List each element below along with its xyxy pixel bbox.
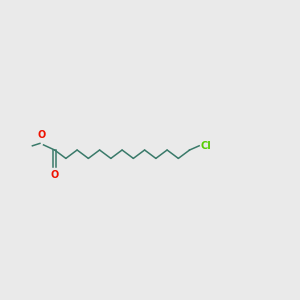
Text: O: O xyxy=(38,130,46,140)
Text: Cl: Cl xyxy=(201,141,212,151)
Text: O: O xyxy=(50,170,59,180)
